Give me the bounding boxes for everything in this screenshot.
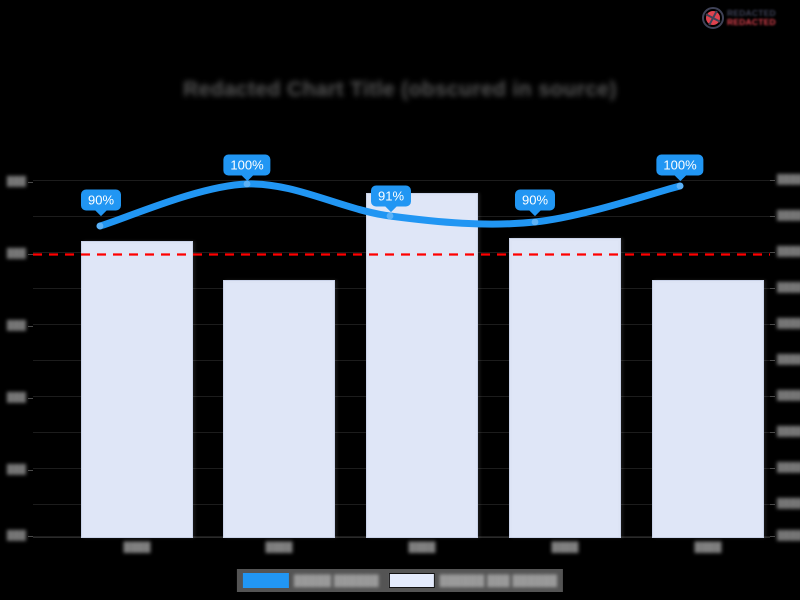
y-axis-right-label: ████: [777, 174, 800, 184]
y-axis-right-label: ████: [777, 426, 800, 436]
y-axis-right-tick: [770, 504, 775, 505]
bar-column[interactable]: [81, 241, 193, 538]
y-axis-left-tick: [28, 398, 33, 399]
y-axis-right-label: ████: [777, 462, 800, 472]
data-label: 100%: [223, 154, 271, 182]
data-label: 91%: [370, 185, 412, 213]
logo-target-circle-icon: [702, 7, 724, 29]
y-axis-right-label: ████: [777, 246, 800, 256]
x-axis-label: ████: [265, 542, 293, 553]
y-axis-right-tick: [770, 180, 775, 181]
y-axis-right-tick: [770, 536, 775, 537]
bar-column[interactable]: [652, 280, 764, 538]
y-axis-right-tick: [770, 360, 775, 361]
y-axis-right-tick: [770, 468, 775, 469]
y-axis-right-tick: [770, 252, 775, 253]
x-axis-label: ████: [408, 542, 436, 553]
y-axis-left-label: ███: [6, 176, 26, 186]
brand-logo: REDACTED REDACTED: [702, 4, 794, 32]
y-axis-left-label: ███: [6, 464, 26, 474]
gridline: [33, 180, 770, 181]
legend-item[interactable]: █████ ██████: [242, 573, 379, 588]
x-axis-label: ████: [694, 542, 722, 553]
legend-line-swatch-icon: [242, 573, 289, 588]
logo-line-2: REDACTED: [727, 17, 776, 27]
legend-label: ██████ ███ ██████: [439, 574, 558, 587]
legend-item[interactable]: ██████ ███ ██████: [388, 573, 558, 588]
bar-column[interactable]: [509, 238, 621, 538]
y-axis-left-tick: [28, 536, 33, 537]
y-axis-right-label: ████: [777, 390, 800, 400]
y-axis-left-label: ███: [6, 320, 26, 330]
y-axis-left-label: ███: [6, 248, 26, 258]
y-axis-right-label: ████: [777, 282, 800, 292]
y-axis-left-tick: [28, 254, 33, 255]
legend-bar-swatch-icon: [388, 573, 435, 588]
chart-legend: █████ ██████ ██████ ███ ██████: [236, 569, 564, 592]
bar-column[interactable]: [223, 280, 335, 538]
y-axis-right-tick: [770, 396, 775, 397]
x-axis-label: ████: [551, 542, 579, 553]
y-axis-left-tick: [28, 470, 33, 471]
y-axis-right-label: ████: [777, 530, 800, 540]
y-axis-left-tick: [28, 182, 33, 183]
y-axis-left-label: ███: [6, 530, 26, 540]
y-axis-right-tick: [770, 216, 775, 217]
bar-column[interactable]: [366, 193, 478, 538]
y-axis-left-tick: [28, 326, 33, 327]
y-axis-right-tick: [770, 432, 775, 433]
legend-label: █████ ██████: [293, 574, 379, 587]
y-axis-right-label: ████: [777, 210, 800, 220]
y-axis-right-label: ████: [777, 354, 800, 364]
chart-title: Redacted Chart Title (obscured in source…: [183, 78, 617, 101]
logo-line-1: REDACTED: [727, 8, 776, 19]
logo-wordmark: REDACTED REDACTED: [727, 9, 776, 26]
data-label: 100%: [656, 154, 704, 182]
y-axis-left-label: ███: [6, 392, 26, 402]
x-axis-label: ████: [123, 542, 151, 553]
data-label: 90%: [514, 189, 556, 217]
y-axis-right-label: ████: [777, 318, 800, 328]
plot-area: ███ ███ ███ ███ ███ ███ ████ ████ ████ ████ ████ ██…: [7, 174, 800, 553]
y-axis-right-label: ████: [777, 498, 800, 508]
y-axis-right-tick: [770, 324, 775, 325]
data-label: 90%: [80, 189, 122, 217]
y-axis-right-tick: [770, 288, 775, 289]
